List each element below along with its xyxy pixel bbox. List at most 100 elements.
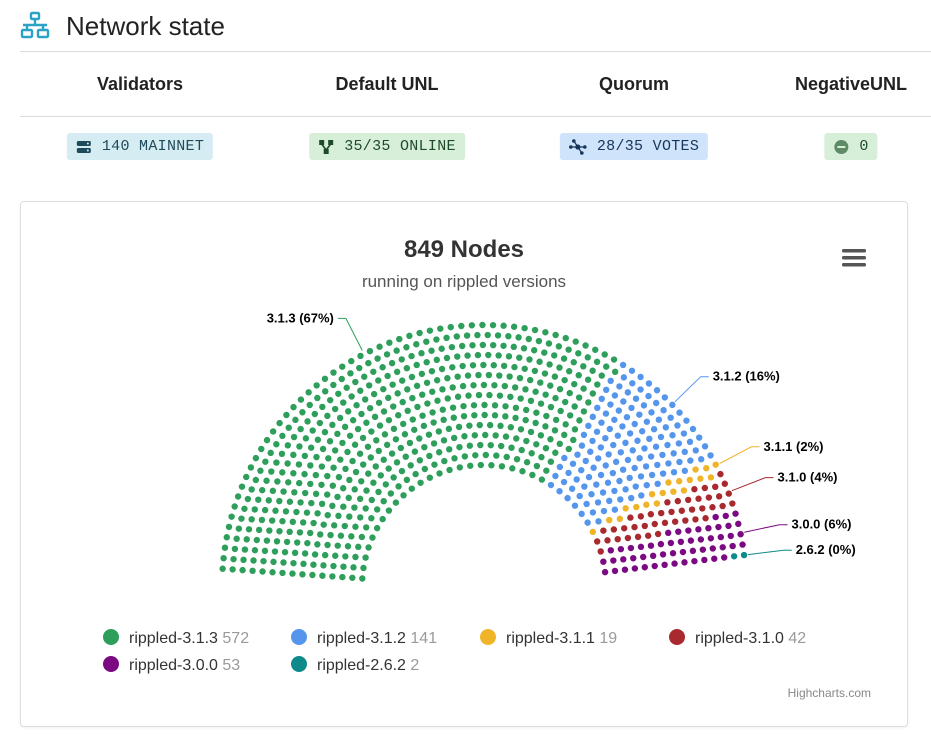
item-dot[interactable]: [500, 342, 507, 349]
item-dot[interactable]: [316, 419, 324, 427]
item-dot[interactable]: [602, 434, 609, 442]
item-dot[interactable]: [389, 381, 396, 388]
item-dot[interactable]: [319, 572, 326, 579]
item-dot[interactable]: [420, 422, 428, 430]
item-dot[interactable]: [283, 538, 291, 546]
item-dot[interactable]: [319, 445, 327, 453]
item-dot[interactable]: [517, 426, 525, 433]
item-dot[interactable]: [241, 546, 249, 553]
item-dot[interactable]: [261, 506, 269, 514]
item-dot[interactable]: [329, 482, 336, 489]
item-dot[interactable]: [491, 402, 499, 409]
item-dot[interactable]: [368, 496, 375, 504]
item-dot[interactable]: [689, 425, 697, 433]
series-2-6-2[interactable]: [730, 551, 748, 560]
item-dot[interactable]: [480, 361, 487, 369]
item-dot[interactable]: [570, 359, 577, 366]
item-dot[interactable]: [547, 382, 554, 389]
item-dot[interactable]: [324, 412, 331, 420]
item-dot[interactable]: [365, 470, 372, 477]
item-dot[interactable]: [281, 548, 289, 556]
item-dot[interactable]: [611, 368, 619, 376]
item-dot[interactable]: [223, 534, 230, 541]
item-dot[interactable]: [309, 427, 316, 434]
item-dot[interactable]: [398, 356, 405, 363]
item-dot[interactable]: [330, 381, 337, 389]
item-dot[interactable]: [290, 451, 297, 459]
item-dot[interactable]: [565, 469, 572, 477]
item-dot[interactable]: [250, 557, 257, 564]
item-dot[interactable]: [552, 331, 559, 339]
item-dot[interactable]: [572, 338, 579, 345]
item-dot[interactable]: [304, 539, 311, 547]
item-dot[interactable]: [273, 459, 280, 466]
item-dot[interactable]: [416, 457, 424, 464]
item-dot[interactable]: [276, 419, 283, 427]
item-dot[interactable]: [449, 384, 456, 391]
item-dot[interactable]: [292, 416, 299, 424]
item-dot[interactable]: [686, 438, 694, 446]
item-dot[interactable]: [475, 371, 482, 379]
item-dot[interactable]: [695, 434, 703, 441]
item-dot[interactable]: [533, 462, 541, 470]
item-dot[interactable]: [348, 357, 355, 365]
item-dot[interactable]: [670, 468, 678, 476]
item-dot[interactable]: [494, 332, 502, 339]
item-dot[interactable]: [312, 471, 320, 479]
item-dot[interactable]: [314, 510, 321, 517]
item-dot[interactable]: [266, 527, 273, 534]
item-dot[interactable]: [426, 452, 433, 460]
item-dot[interactable]: [496, 392, 504, 399]
item-dot[interactable]: [615, 407, 623, 414]
item-dot[interactable]: [296, 443, 303, 450]
item-dot[interactable]: [621, 566, 629, 573]
series-3-1-1[interactable]: [589, 461, 719, 536]
item-dot[interactable]: [460, 402, 467, 410]
item-dot[interactable]: [580, 363, 587, 370]
item-dot[interactable]: [725, 522, 732, 530]
item-dot[interactable]: [357, 352, 364, 360]
item-dot[interactable]: [259, 568, 266, 575]
item-dot[interactable]: [561, 376, 568, 384]
item-dot[interactable]: [364, 443, 372, 450]
item-dot[interactable]: [602, 462, 609, 469]
item-dot[interactable]: [334, 430, 341, 438]
item-dot[interactable]: [617, 449, 625, 456]
item-dot[interactable]: [228, 513, 235, 520]
item-dot[interactable]: [571, 403, 578, 410]
item-dot[interactable]: [339, 439, 346, 447]
item-dot[interactable]: [343, 384, 350, 391]
item-dot[interactable]: [648, 409, 655, 416]
item-dot[interactable]: [373, 524, 381, 532]
item-dot[interactable]: [512, 414, 519, 422]
item-dot[interactable]: [505, 353, 513, 360]
item-dot[interactable]: [221, 544, 229, 551]
item-dot[interactable]: [712, 483, 719, 490]
item-dot[interactable]: [571, 426, 579, 433]
item-dot[interactable]: [253, 536, 261, 544]
item-dot[interactable]: [632, 395, 640, 402]
item-dot[interactable]: [286, 528, 293, 535]
item-dot[interactable]: [640, 553, 647, 561]
item-dot[interactable]: [674, 497, 682, 505]
item-dot[interactable]: [370, 390, 378, 398]
item-dot[interactable]: [314, 541, 321, 548]
item-dot[interactable]: [321, 375, 329, 383]
item-dot[interactable]: [421, 444, 428, 451]
item-dot[interactable]: [451, 455, 458, 462]
item-dot[interactable]: [542, 391, 549, 398]
item-dot[interactable]: [321, 551, 329, 559]
item-dot[interactable]: [431, 461, 438, 468]
item-dot[interactable]: [453, 333, 461, 340]
item-dot[interactable]: [619, 423, 626, 430]
item-dot[interactable]: [375, 447, 382, 455]
item-dot[interactable]: [403, 365, 411, 372]
item-dot[interactable]: [584, 354, 591, 361]
item-dot[interactable]: [637, 543, 645, 551]
item-dot[interactable]: [416, 435, 423, 442]
item-dot[interactable]: [383, 441, 391, 449]
item-dot[interactable]: [279, 432, 286, 440]
item-dot[interactable]: [301, 550, 309, 557]
item-dot[interactable]: [582, 342, 589, 349]
item-dot[interactable]: [383, 351, 391, 358]
